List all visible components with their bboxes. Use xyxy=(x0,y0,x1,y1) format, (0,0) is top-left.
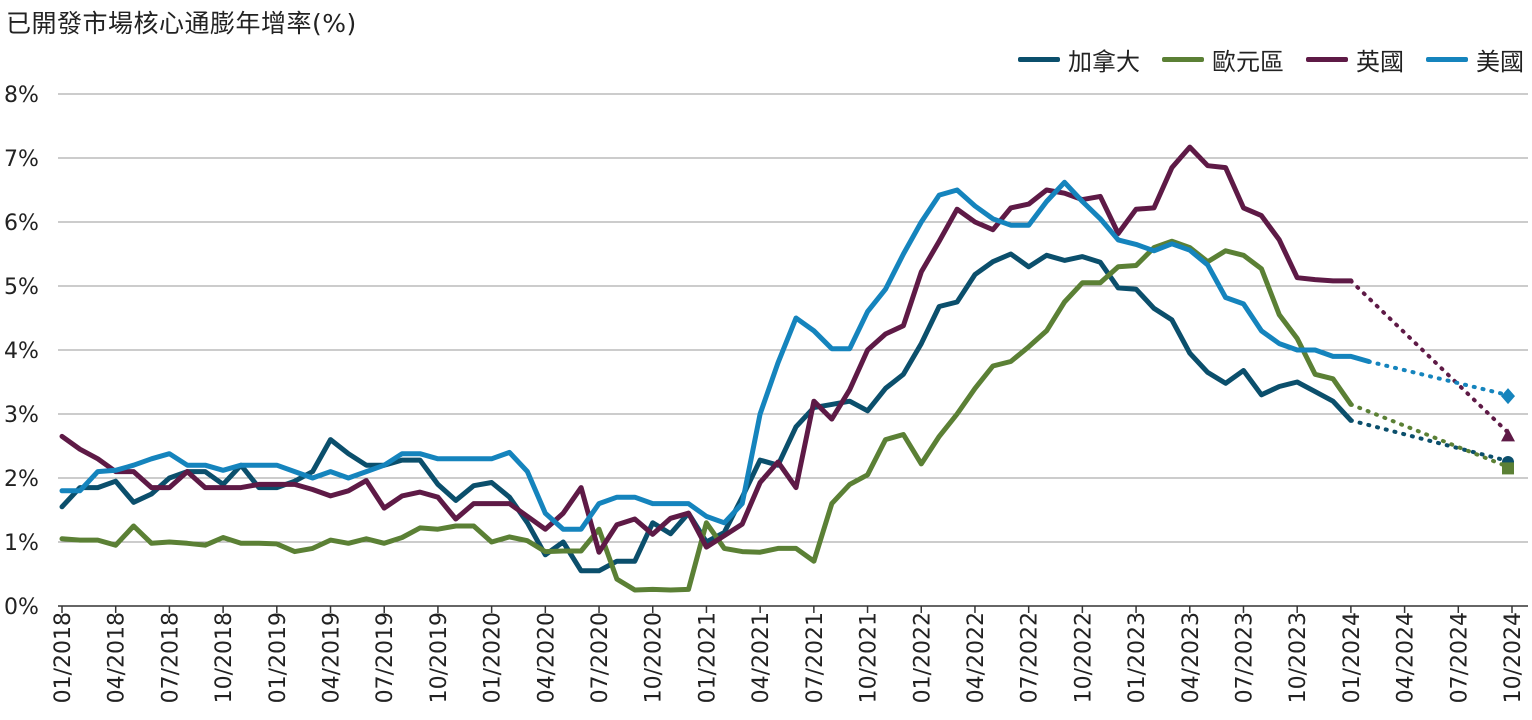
forecast-marker-square xyxy=(1502,462,1514,475)
x-tick-label: 01/2020 xyxy=(481,612,506,703)
x-tick-label: 04/2020 xyxy=(534,612,559,703)
series-forecast-line-2 xyxy=(1348,278,1514,439)
legend-label-eurozone: 歐元區 xyxy=(1212,48,1284,76)
y-tick-label: 0% xyxy=(4,595,39,620)
x-tick-label: 01/2023 xyxy=(1125,612,1150,703)
forecast-marker-diamond xyxy=(1501,388,1515,405)
x-tick-label: 04/2024 xyxy=(1394,612,1419,703)
legend-item-eurozone: 歐元區 xyxy=(1162,42,1284,77)
x-tick-label: 01/2024 xyxy=(1340,612,1365,703)
x-tick-label: 01/2021 xyxy=(695,612,720,703)
legend-label-canada: 加拿大 xyxy=(1068,48,1140,76)
legend-item-canada: 加拿大 xyxy=(1018,42,1140,77)
y-tick-label: 4% xyxy=(4,339,39,364)
x-tick-label: 10/2019 xyxy=(427,612,452,703)
chart-title: 已開發市場核心通膨年增率(%) xyxy=(6,9,357,38)
y-tick-label: 3% xyxy=(4,403,39,428)
legend-item-uk: 英國 xyxy=(1306,42,1404,77)
x-tick-label: 07/2024 xyxy=(1447,612,1472,703)
x-tick-label: 10/2022 xyxy=(1071,612,1096,703)
x-tick-label: 01/2022 xyxy=(910,612,935,703)
x-tick-label: 04/2019 xyxy=(320,612,345,703)
series-forecast-line-1 xyxy=(1348,402,1514,471)
y-tick-label: 6% xyxy=(4,211,39,236)
legend-swatch-eurozone xyxy=(1162,57,1204,62)
x-tick-label: 07/2022 xyxy=(1018,612,1043,703)
x-tick-label: 10/2023 xyxy=(1286,612,1311,703)
series-line-2 xyxy=(59,144,1354,555)
x-tick-label: 10/2021 xyxy=(857,612,882,703)
x-tick-label: 01/2019 xyxy=(266,612,291,703)
y-tick-label: 7% xyxy=(4,147,39,172)
x-tick-label: 07/2023 xyxy=(1232,612,1257,703)
x-tick-label: 07/2018 xyxy=(158,612,183,703)
x-tick-label: 04/2023 xyxy=(1179,612,1204,703)
x-tick-label: 07/2019 xyxy=(373,612,398,703)
y-tick-label: 2% xyxy=(4,467,39,492)
series-line-3 xyxy=(59,179,1372,532)
y-tick-label: 1% xyxy=(4,531,39,556)
x-tick-label: 10/2018 xyxy=(212,612,237,703)
legend-item-us: 美國 xyxy=(1426,42,1524,77)
x-tick-label: 01/2018 xyxy=(51,612,76,703)
x-tick-label: 04/2021 xyxy=(749,612,774,703)
x-tick-label: 10/2024 xyxy=(1501,612,1526,703)
legend-swatch-canada xyxy=(1018,57,1060,62)
legend-swatch-uk xyxy=(1306,57,1348,62)
y-tick-label: 5% xyxy=(4,275,39,300)
legend-label-us: 美國 xyxy=(1476,48,1524,76)
x-tick-label: 07/2021 xyxy=(803,612,828,703)
x-tick-label: 07/2020 xyxy=(588,612,613,703)
x-tick-label: 04/2022 xyxy=(964,612,989,703)
y-tick-label: 8% xyxy=(4,83,39,108)
forecast-marker-triangle xyxy=(1501,428,1515,442)
x-tick-label: 04/2018 xyxy=(105,612,130,703)
series-forecast-line-3 xyxy=(1366,359,1514,399)
legend: 加拿大 歐元區 英國 美國 xyxy=(1018,42,1524,77)
series-forecast-line-0 xyxy=(1348,418,1514,464)
legend-swatch-us xyxy=(1426,57,1468,62)
series-line-1 xyxy=(59,238,1354,593)
legend-label-uk: 英國 xyxy=(1356,48,1404,76)
x-tick-label: 10/2020 xyxy=(642,612,667,703)
